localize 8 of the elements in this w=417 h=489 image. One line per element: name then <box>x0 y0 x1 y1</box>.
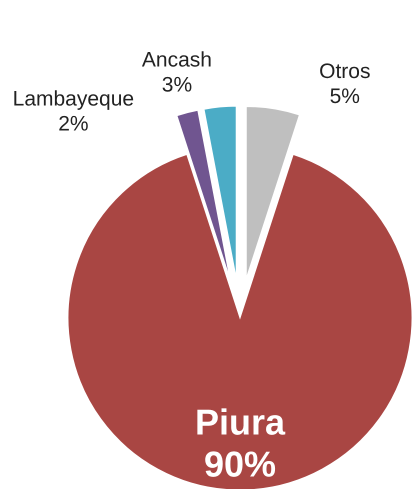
slice-label: Otros <box>319 60 370 83</box>
data-label: 3% <box>162 73 192 96</box>
slice-label: Lambayeque <box>12 88 134 111</box>
data-label: 2% <box>58 112 89 136</box>
slice-label: Piura <box>194 401 286 442</box>
data-label: 90% <box>204 443 276 484</box>
slice-label: Ancash <box>142 48 212 72</box>
data-label: 5% <box>330 84 360 108</box>
